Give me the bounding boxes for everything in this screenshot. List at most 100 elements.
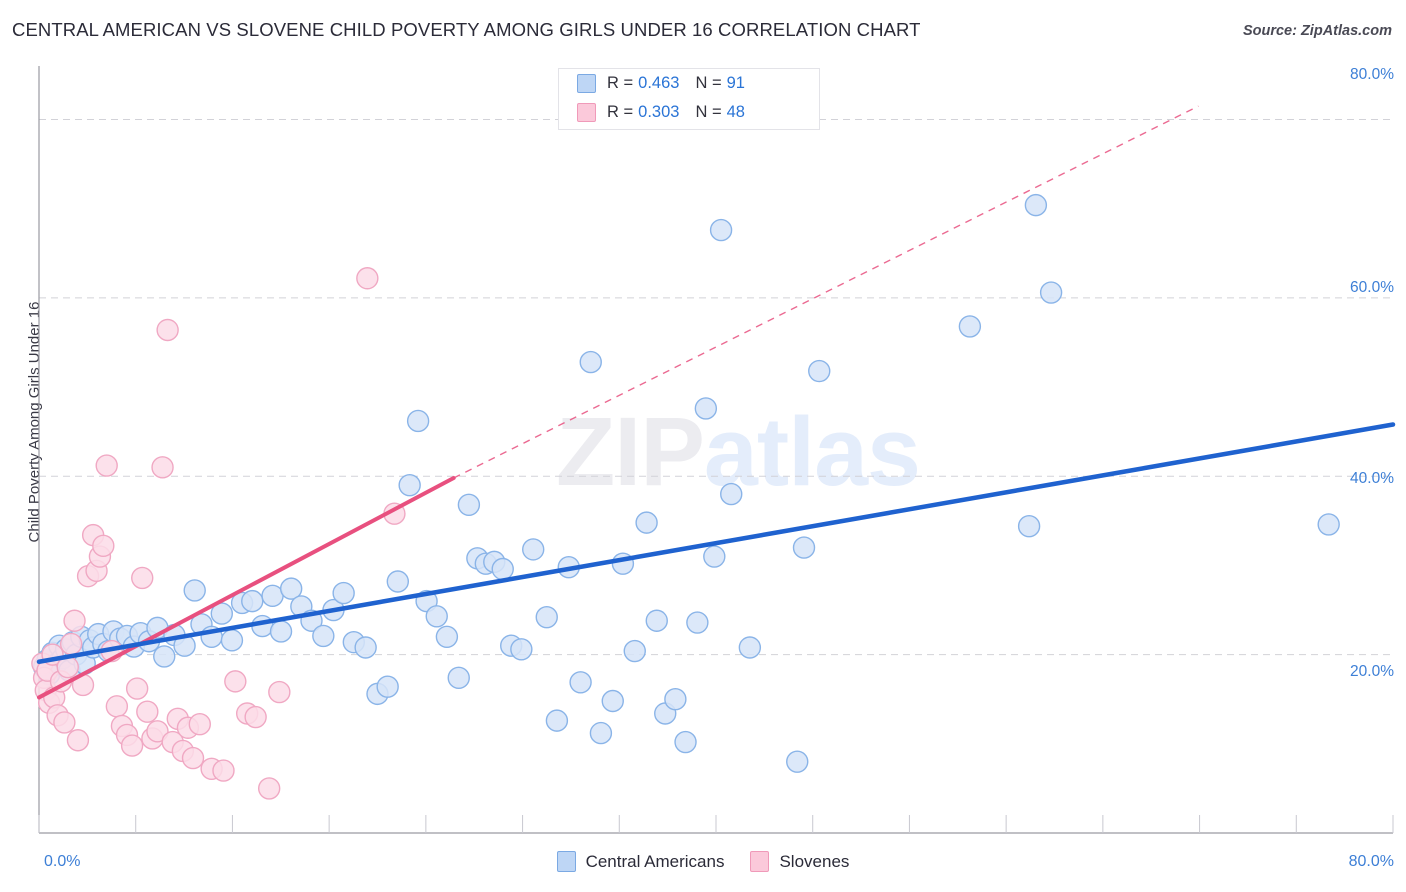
data-point[interactable] bbox=[1017, 515, 1041, 538]
data-point[interactable] bbox=[425, 605, 448, 628]
data-point[interactable] bbox=[491, 557, 514, 581]
data-point[interactable] bbox=[958, 315, 982, 338]
data-point[interactable] bbox=[510, 638, 533, 661]
data-point[interactable] bbox=[269, 620, 293, 643]
data-point[interactable] bbox=[120, 734, 144, 757]
stats-row-central-americans: R = 0.463 N = 91 bbox=[559, 69, 819, 98]
data-point[interactable] bbox=[406, 409, 430, 433]
trend-line-slovenes-extrapolated bbox=[453, 105, 1199, 479]
data-point[interactable] bbox=[105, 695, 129, 718]
legend-item-central-americans[interactable]: Central Americans bbox=[556, 851, 725, 872]
data-point[interactable] bbox=[136, 700, 159, 723]
data-point[interactable] bbox=[224, 670, 247, 693]
data-point[interactable] bbox=[545, 709, 569, 732]
data-point[interactable] bbox=[589, 721, 613, 745]
correlation-stats-legend: R = 0.463 N = 91 R = 0.303 N = 48 bbox=[558, 68, 820, 130]
data-point[interactable] bbox=[569, 671, 592, 694]
data-point[interactable] bbox=[59, 632, 83, 656]
y-tick-label-40: 40.0% bbox=[1350, 470, 1394, 487]
data-point[interactable] bbox=[1317, 513, 1340, 536]
data-point[interactable] bbox=[522, 538, 545, 561]
n-label-pink: N = bbox=[695, 103, 722, 121]
data-point[interactable] bbox=[279, 577, 303, 600]
data-point[interactable] bbox=[53, 711, 76, 734]
data-point[interactable] bbox=[63, 609, 86, 632]
data-point[interactable] bbox=[720, 482, 743, 506]
data-point[interactable] bbox=[210, 602, 233, 625]
r-value-pink: 0.303 bbox=[638, 103, 680, 121]
data-point[interactable] bbox=[332, 581, 355, 605]
data-point[interactable] bbox=[398, 473, 421, 497]
data-point[interactable] bbox=[808, 359, 831, 383]
data-point[interactable] bbox=[188, 712, 211, 736]
data-point[interactable] bbox=[212, 759, 235, 782]
data-point[interactable] bbox=[792, 536, 816, 559]
data-point[interactable] bbox=[1024, 193, 1048, 217]
x-tick-label-min: 0.0% bbox=[44, 853, 81, 870]
data-point[interactable] bbox=[635, 511, 658, 534]
data-point[interactable] bbox=[674, 730, 697, 754]
scatter-series-slovenes bbox=[31, 267, 406, 800]
data-point[interactable] bbox=[153, 645, 176, 668]
source-attribution: Source: ZipAtlas.com bbox=[1242, 23, 1392, 39]
data-point[interactable] bbox=[151, 456, 174, 479]
n-value-blue: 91 bbox=[726, 74, 745, 92]
series-label-slovenes: Slovenes bbox=[779, 851, 850, 871]
data-point[interactable] bbox=[312, 624, 335, 648]
data-point[interactable] bbox=[92, 534, 115, 558]
y-tick-label-20: 20.0% bbox=[1350, 663, 1394, 680]
data-point[interactable] bbox=[257, 777, 281, 800]
r-label-blue: R = bbox=[607, 74, 634, 92]
data-point[interactable] bbox=[156, 318, 179, 342]
data-point[interactable] bbox=[535, 605, 558, 629]
x-tick-label-max: 80.0% bbox=[1348, 853, 1394, 870]
data-point[interactable] bbox=[181, 746, 205, 770]
n-value-pink: 48 bbox=[726, 103, 745, 121]
data-point[interactable] bbox=[709, 218, 733, 242]
data-point[interactable] bbox=[1039, 281, 1063, 304]
data-point[interactable] bbox=[623, 639, 646, 663]
trend-line-slovenes bbox=[37, 476, 456, 700]
data-point[interactable] bbox=[220, 629, 244, 652]
series-label-central-americans: Central Americans bbox=[585, 851, 725, 871]
page-title: CENTRAL AMERICAN VS SLOVENE CHILD POVERT… bbox=[12, 19, 921, 40]
data-point[interactable] bbox=[664, 688, 687, 711]
data-point[interactable] bbox=[447, 666, 470, 690]
data-point[interactable] bbox=[131, 566, 154, 590]
y-tick-label-80: 80.0% bbox=[1350, 66, 1394, 83]
data-point[interactable] bbox=[694, 397, 718, 420]
n-label-blue: N = bbox=[695, 74, 722, 92]
data-point[interactable] bbox=[435, 625, 459, 648]
data-point[interactable] bbox=[686, 611, 709, 634]
data-point[interactable] bbox=[66, 729, 90, 752]
data-point[interactable] bbox=[146, 720, 169, 743]
data-point[interactable] bbox=[386, 570, 410, 593]
data-point[interactable] bbox=[645, 609, 668, 632]
data-point[interactable] bbox=[579, 350, 602, 374]
data-point[interactable] bbox=[354, 636, 377, 659]
trend-line-central-americans bbox=[36, 422, 1396, 665]
legend-item-slovenes[interactable]: Slovenes bbox=[750, 851, 849, 872]
stats-row-slovenes: R = 0.303 N = 48 bbox=[559, 98, 819, 127]
data-point[interactable] bbox=[703, 545, 726, 568]
data-point[interactable] bbox=[786, 750, 809, 773]
data-point[interactable] bbox=[601, 689, 624, 713]
data-point[interactable] bbox=[241, 589, 264, 613]
data-point[interactable] bbox=[738, 636, 762, 659]
data-point[interactable] bbox=[95, 454, 118, 477]
data-point[interactable] bbox=[376, 675, 399, 698]
series-swatch-central-americans bbox=[556, 851, 576, 872]
data-point[interactable] bbox=[244, 705, 267, 729]
legend-swatch-central-americans bbox=[577, 74, 596, 93]
data-point[interactable] bbox=[183, 579, 206, 602]
data-point[interactable] bbox=[268, 680, 291, 704]
r-label-pink: R = bbox=[607, 103, 634, 121]
r-value-blue: 0.463 bbox=[638, 74, 680, 92]
legend-swatch-slovenes bbox=[577, 103, 596, 122]
data-point[interactable] bbox=[261, 584, 284, 607]
data-point[interactable] bbox=[125, 677, 149, 700]
y-tick-label-60: 60.0% bbox=[1350, 279, 1394, 296]
data-point[interactable] bbox=[457, 493, 481, 516]
data-point[interactable] bbox=[356, 267, 379, 290]
